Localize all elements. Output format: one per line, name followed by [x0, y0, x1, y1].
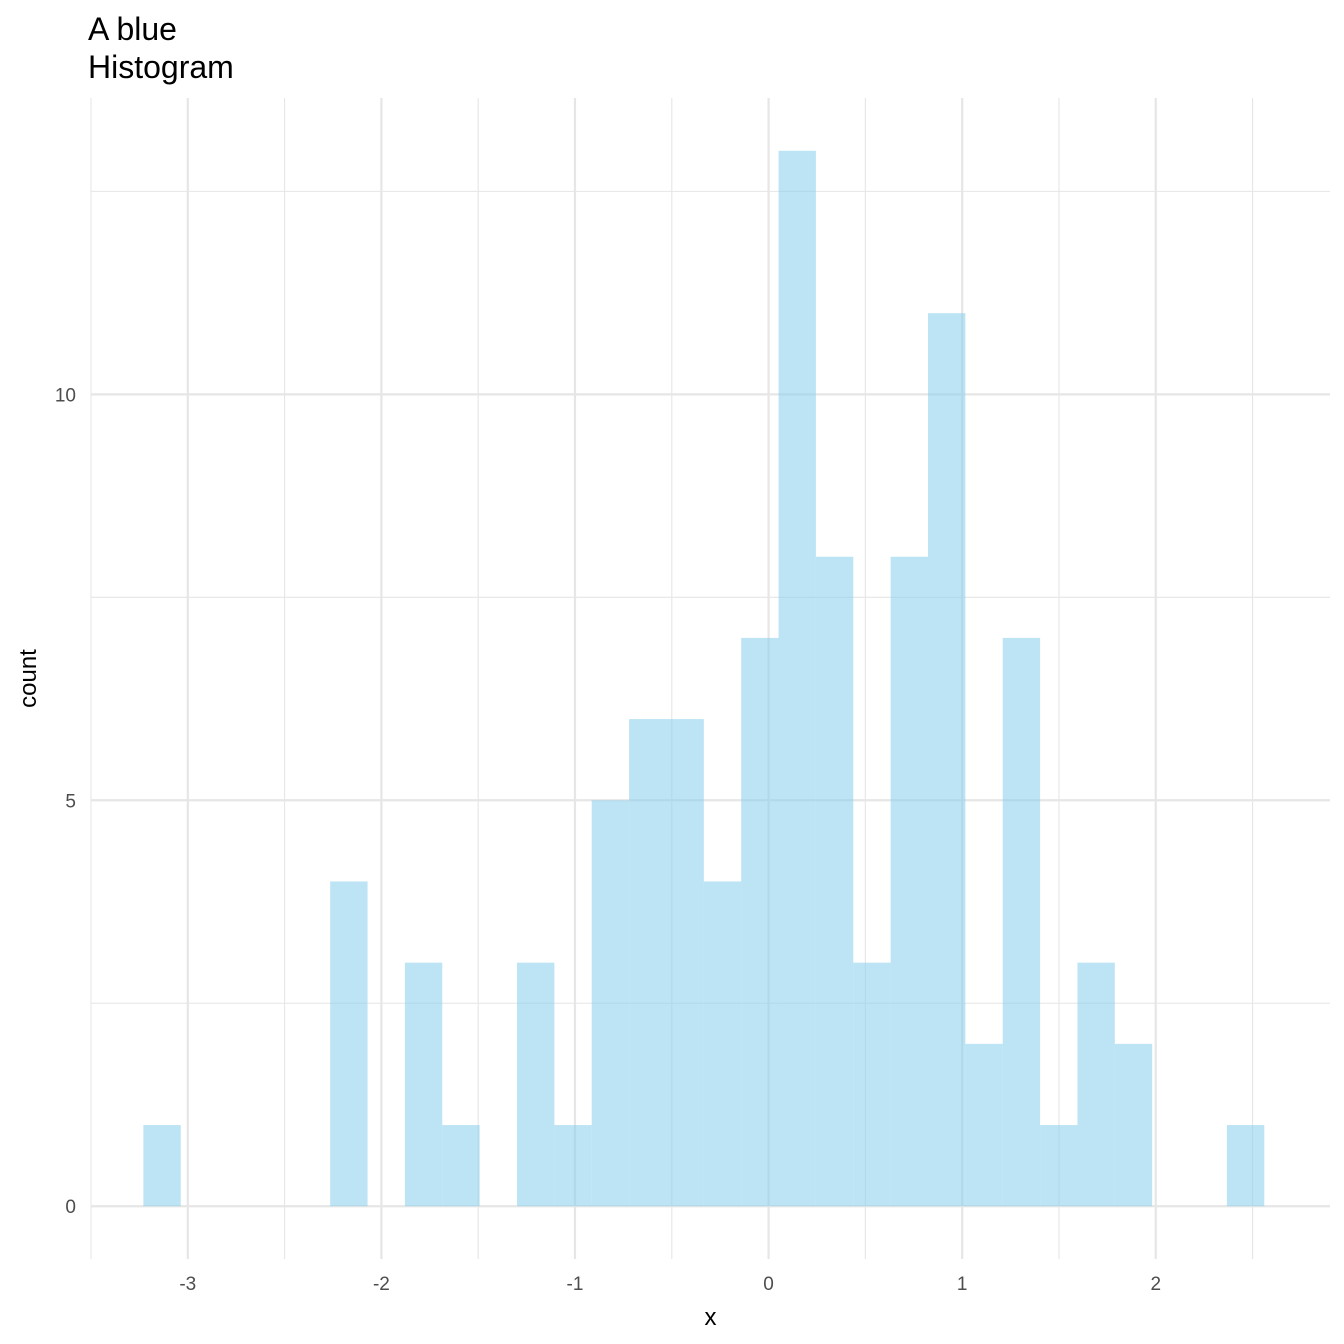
y-tick-label: 10: [55, 385, 76, 406]
histogram-bar-22: [965, 1043, 1003, 1207]
histogram-bars: [143, 150, 1265, 1207]
y-axis-tick-labels: 0 5 10: [55, 385, 76, 1218]
chart-title-line-2: Histogram: [88, 49, 234, 85]
x-tick-label: -1: [567, 1274, 584, 1295]
histogram-bar-15: [703, 881, 742, 1207]
x-tick-label: -3: [179, 1274, 196, 1295]
histogram-bar-25: [1077, 962, 1115, 1207]
x-axis-title: x: [705, 1304, 717, 1331]
histogram-bar-0: [143, 1125, 181, 1207]
histogram-bar-20: [890, 556, 929, 1207]
histogram-bar-29: [1226, 1125, 1265, 1207]
y-axis-title: count: [15, 649, 42, 708]
histogram-bar-17: [778, 150, 816, 1207]
y-tick-label: 0: [65, 1197, 76, 1218]
histogram-bar-5: [330, 881, 368, 1207]
histogram-bar-19: [853, 962, 891, 1207]
x-tick-label: 2: [1150, 1274, 1161, 1295]
x-axis-tick-labels: -3 -2 -1 0 1 2: [179, 1274, 1161, 1295]
histogram-bar-23: [1002, 637, 1041, 1207]
histogram-bar-13: [629, 719, 667, 1207]
x-tick-label: 0: [763, 1274, 774, 1295]
y-tick-label: 5: [65, 791, 76, 812]
histogram-bar-21: [928, 313, 966, 1207]
histogram-bar-24: [1040, 1125, 1078, 1207]
histogram-bar-8: [442, 1125, 480, 1207]
chart-title-line-1: A blue: [88, 11, 177, 47]
histogram-bar-26: [1114, 1043, 1153, 1207]
histogram-bar-7: [404, 962, 443, 1207]
histogram-bar-18: [815, 556, 854, 1207]
histogram-bar-12: [591, 800, 630, 1207]
x-tick-label: 1: [957, 1274, 968, 1295]
chart-title: A blue Histogram: [88, 10, 234, 86]
histogram-bar-11: [554, 1125, 592, 1207]
histogram-bar-16: [741, 637, 779, 1207]
histogram-bar-14: [666, 719, 704, 1207]
x-tick-label: -2: [373, 1274, 390, 1295]
histogram-bar-10: [517, 962, 555, 1207]
